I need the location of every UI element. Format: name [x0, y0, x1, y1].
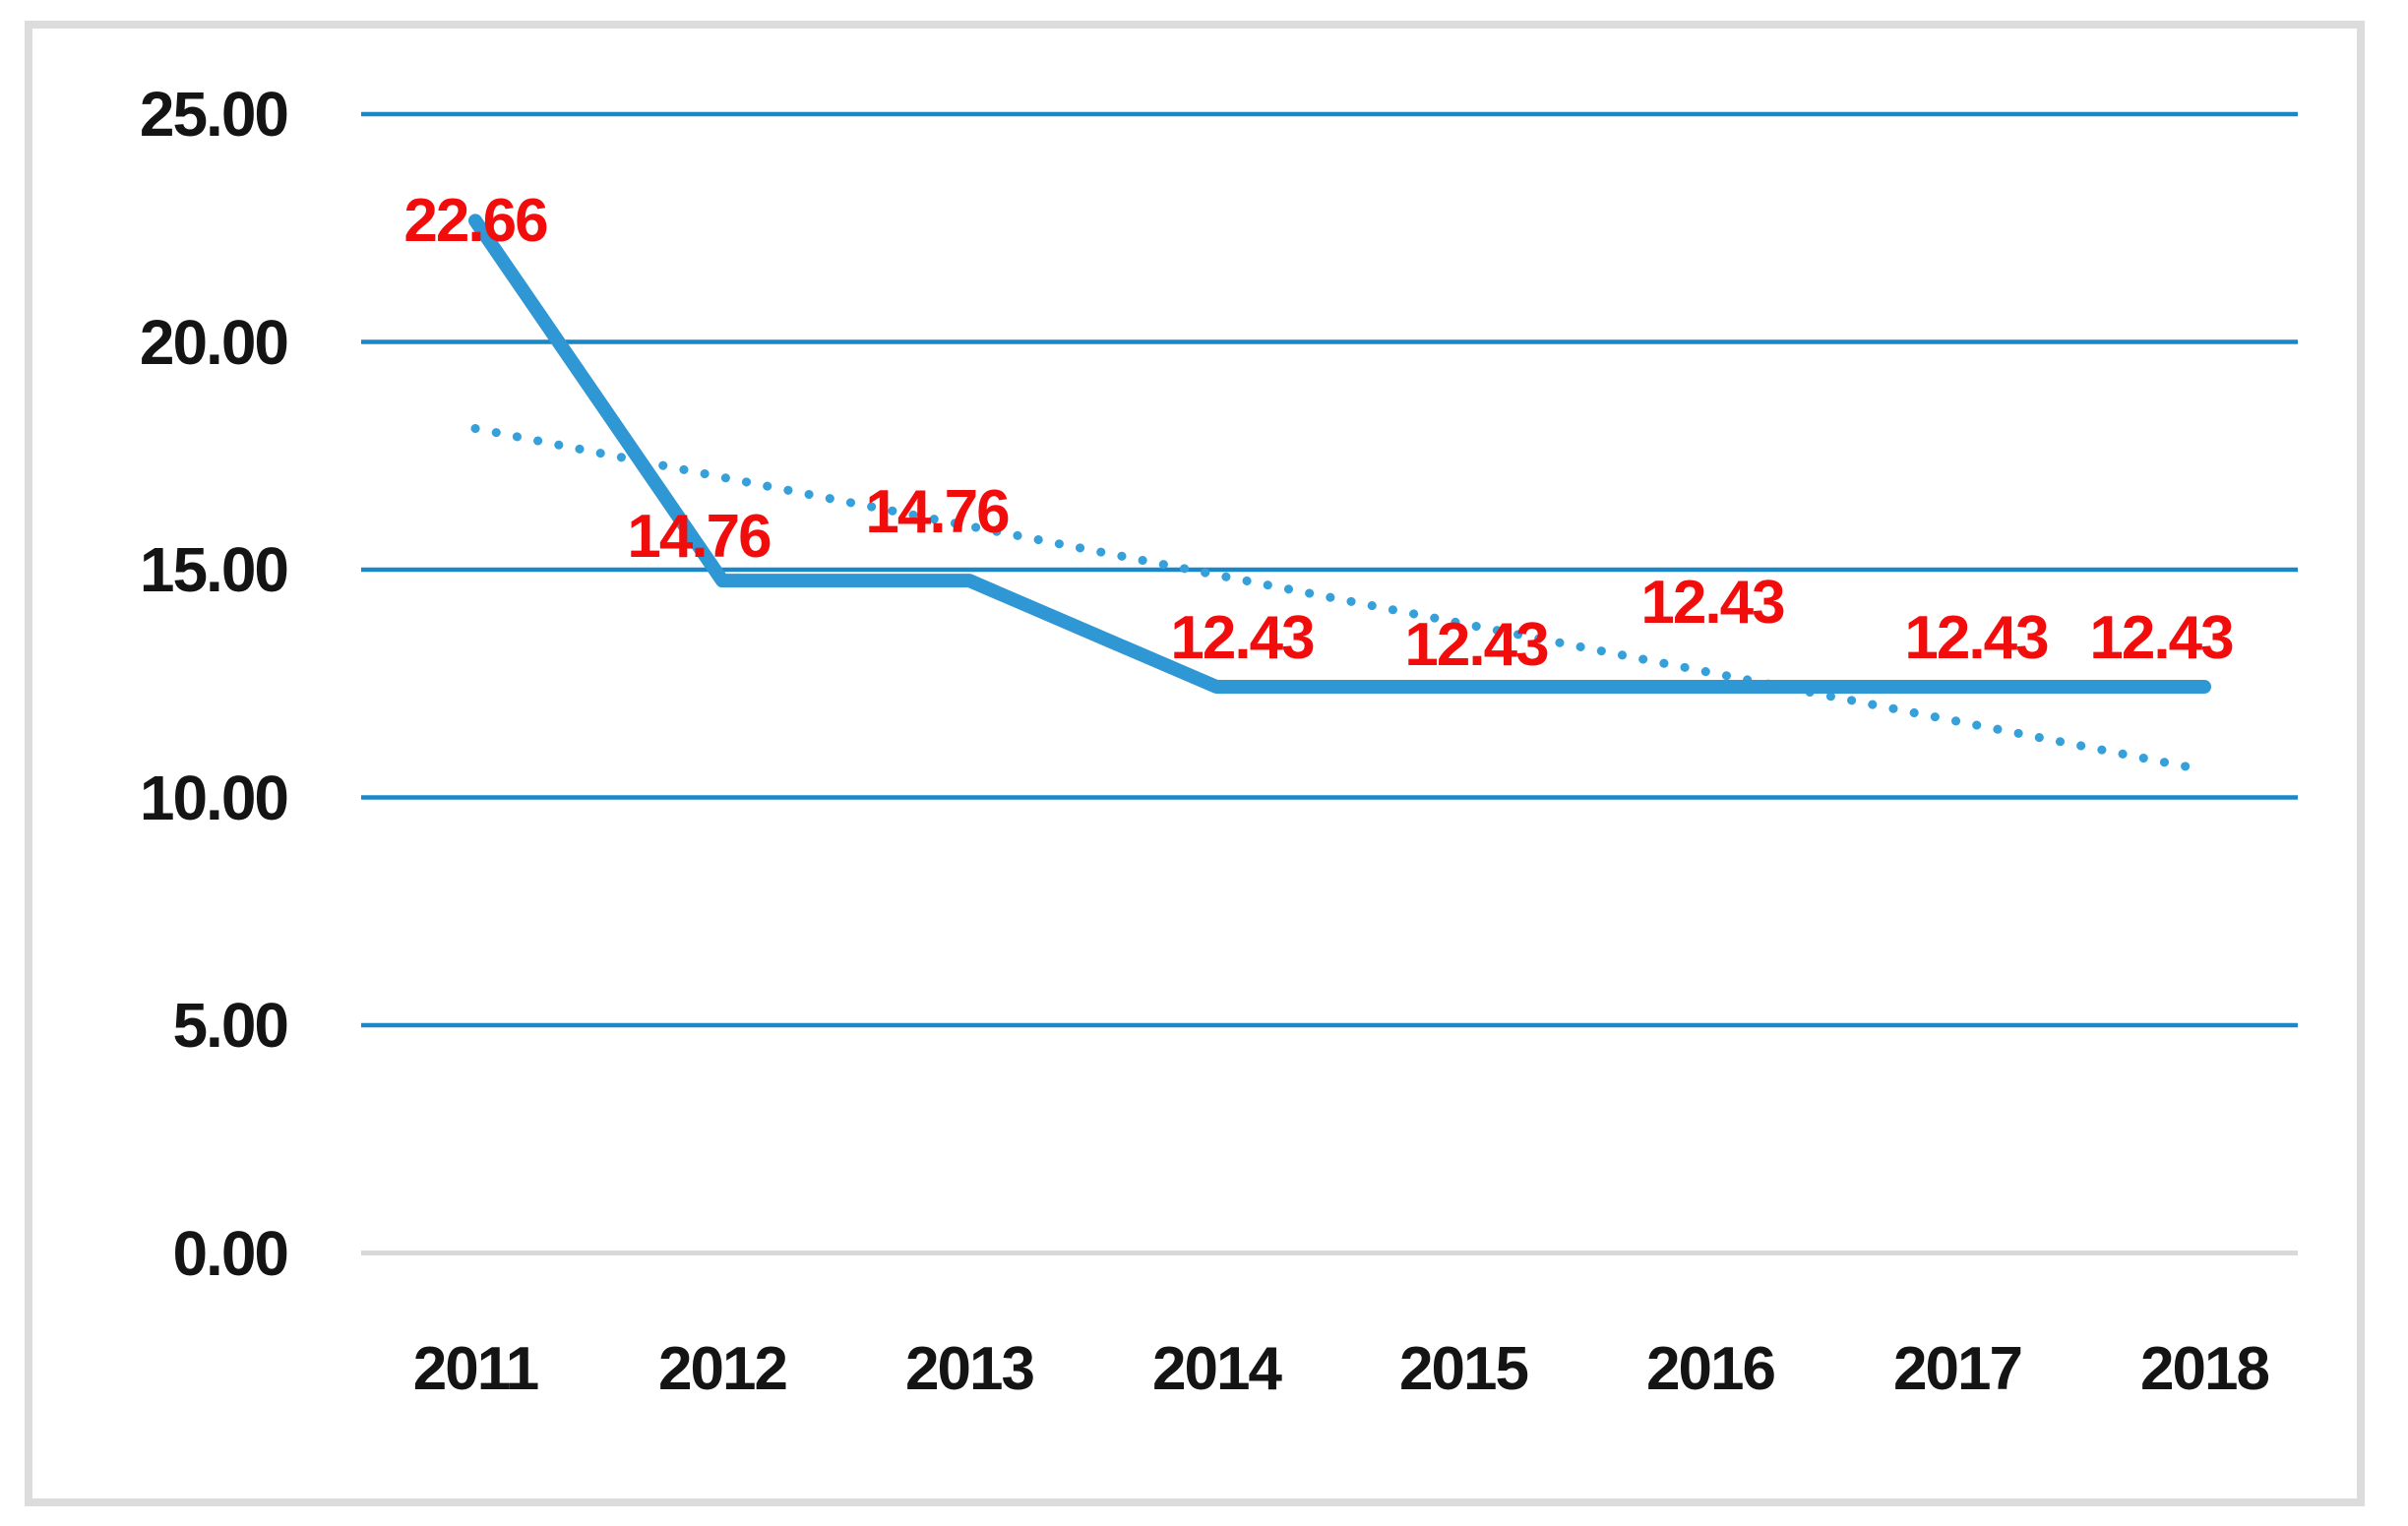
- y-axis-tick-10.00: 10.00: [139, 762, 289, 833]
- x-axis-tick-2016: 2016: [1646, 1335, 1776, 1403]
- trendline-dotted: [470, 423, 2209, 775]
- y-axis-tick-15.00: 15.00: [139, 534, 289, 605]
- data-label-2013: 14.76: [865, 478, 1010, 547]
- data-label-2016: 12.43: [1640, 568, 1785, 637]
- data-label-2017: 12.43: [1904, 603, 2049, 672]
- x-axis-tick-2012: 2012: [658, 1335, 788, 1403]
- y-axis-tick-0.00: 0.00: [172, 1217, 289, 1289]
- x-axis-tick-2014: 2014: [1152, 1335, 1282, 1403]
- x-axis-tick-2013: 2013: [905, 1335, 1035, 1403]
- x-axis-tick-2017: 2017: [1893, 1335, 2023, 1403]
- x-axis-tick-2018: 2018: [2140, 1335, 2270, 1403]
- y-axis-tick-20.00: 20.00: [139, 306, 289, 378]
- y-axis-tick-25.00: 25.00: [139, 79, 289, 150]
- data-label-2015: 12.43: [1404, 610, 1549, 679]
- trendline: [470, 423, 2209, 775]
- y-axis-tick-5.00: 5.00: [172, 990, 289, 1061]
- data-label-2012: 14.76: [627, 503, 772, 572]
- data-label-2014: 12.43: [1170, 603, 1315, 672]
- series-polyline: [468, 214, 2211, 694]
- x-axis-tick-2011: 2011: [412, 1335, 540, 1403]
- series-line: [468, 214, 2211, 694]
- chart-border: [25, 21, 2365, 1506]
- data-label-2011: 22.66: [403, 187, 548, 256]
- gridlines: [361, 111, 2298, 1255]
- x-axis-tick-2015: 2015: [1399, 1335, 1529, 1403]
- data-label-2018: 12.43: [2089, 603, 2234, 672]
